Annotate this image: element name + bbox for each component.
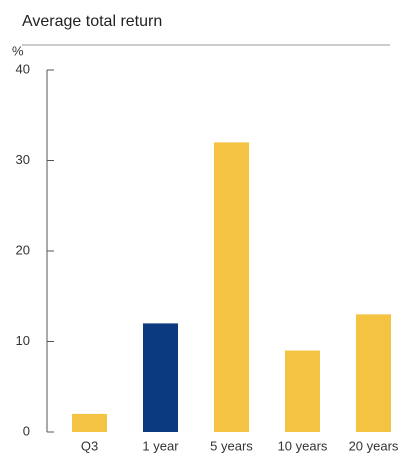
bar	[72, 413, 107, 432]
chart-title: Average total return	[22, 13, 162, 30]
y-tick-label: 30	[16, 152, 30, 167]
x-tick-label: 10 years	[278, 438, 328, 453]
y-axis-label: %	[12, 43, 24, 58]
x-tick-label: 1 year	[142, 438, 179, 453]
bar	[356, 314, 391, 432]
y-tick-label: 40	[16, 61, 30, 76]
bar	[214, 142, 249, 432]
y-tick-label: 20	[16, 242, 30, 257]
x-tick-label: 20 years	[349, 438, 399, 453]
y-tick-label: 10	[16, 333, 30, 348]
bar	[143, 323, 178, 432]
x-tick-label: 5 years	[210, 438, 253, 453]
x-tick-label: Q3	[81, 438, 98, 453]
y-tick-label: 0	[23, 423, 30, 438]
bar	[285, 350, 320, 432]
